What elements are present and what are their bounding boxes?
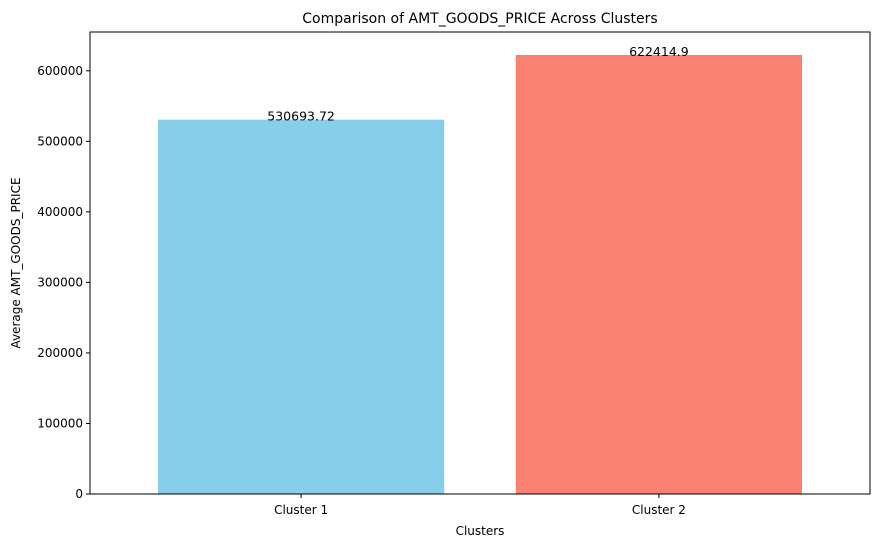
x-tick-label: Cluster 2 <box>632 503 686 517</box>
bars <box>157 54 803 495</box>
chart-title: Comparison of AMT_GOODS_PRICE Across Clu… <box>302 11 657 27</box>
y-tick-label: 400000 <box>37 205 83 219</box>
y-tick-label: 600000 <box>37 64 83 78</box>
x-axis-ticks: Cluster 1 Cluster 2 <box>274 494 686 517</box>
y-axis-label: Average AMT_GOODS_PRICE <box>9 177 23 348</box>
bar-value-label-1: 530693.72 <box>267 109 335 124</box>
x-axis-label: Clusters <box>456 524 505 538</box>
bar-1 <box>157 119 445 495</box>
plot-area: 530693.72 622414.9 0 100000 200000 300000 400… <box>37 31 871 517</box>
y-tick-label: 0 <box>75 487 83 501</box>
data-labels: 530693.72 622414.9 <box>267 44 688 124</box>
y-tick-label: 100000 <box>37 416 83 430</box>
y-axis-ticks: 0 100000 200000 300000 400000 500000 600000 <box>37 64 90 501</box>
bar-2 <box>515 54 803 494</box>
bar-value-label-2: 622414.9 <box>629 44 689 59</box>
y-tick-label: 500000 <box>37 134 83 148</box>
y-tick-label: 200000 <box>37 346 83 360</box>
x-tick-label: Cluster 1 <box>274 503 328 517</box>
plot-frame <box>89 31 871 495</box>
y-tick-label: 300000 <box>37 275 83 289</box>
